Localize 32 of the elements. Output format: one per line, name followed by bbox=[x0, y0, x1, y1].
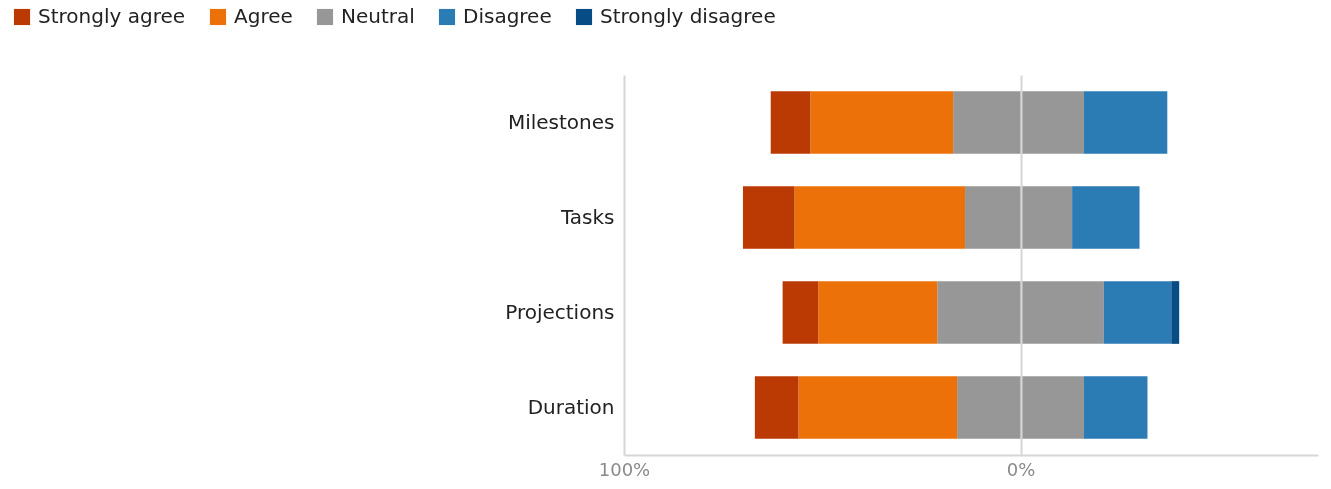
bar bbox=[818, 281, 938, 344]
bar bbox=[937, 281, 1021, 344]
bar bbox=[742, 186, 795, 249]
legend-label: Disagree bbox=[463, 4, 552, 28]
legend-label: Neutral bbox=[341, 4, 415, 28]
bar bbox=[965, 186, 1021, 249]
bar bbox=[957, 376, 1021, 439]
bar bbox=[1171, 281, 1180, 344]
bar bbox=[1072, 186, 1140, 249]
legend-label: Strongly disagree bbox=[600, 4, 776, 28]
bar bbox=[1103, 281, 1172, 344]
bar bbox=[953, 91, 1021, 154]
legend-label: Agree bbox=[234, 4, 293, 28]
bar bbox=[1020, 91, 1085, 154]
y-tick-label: Duration bbox=[527, 394, 615, 419]
bar bbox=[1020, 281, 1104, 344]
y-tick-label: Milestones bbox=[507, 109, 615, 134]
y-tick-label: Projections bbox=[505, 299, 615, 324]
bar bbox=[1084, 91, 1168, 154]
bar bbox=[770, 91, 811, 154]
legend-label: Strongly agree bbox=[38, 4, 186, 28]
bar bbox=[782, 281, 819, 344]
bar bbox=[754, 376, 799, 439]
bar bbox=[810, 91, 954, 154]
y-tick-label: Tasks bbox=[559, 204, 615, 229]
bar bbox=[1020, 186, 1073, 249]
bar bbox=[1084, 376, 1148, 439]
bar bbox=[798, 376, 958, 439]
bar bbox=[1020, 376, 1085, 439]
x-tick-label: 100% bbox=[598, 458, 651, 480]
bar bbox=[794, 186, 966, 249]
x-tick-label: 0% bbox=[1006, 458, 1036, 480]
